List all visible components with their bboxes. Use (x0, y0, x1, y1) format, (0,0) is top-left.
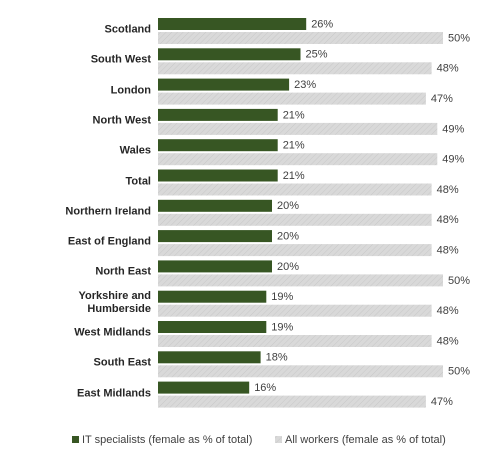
bar (158, 244, 432, 257)
category-label: London (110, 84, 151, 97)
value-label: 50% (448, 275, 470, 287)
value-label: 19% (271, 321, 293, 333)
value-label: 20% (277, 200, 299, 212)
category-label: South West (90, 53, 151, 66)
value-label: 49% (442, 154, 464, 166)
bar (158, 169, 278, 182)
value-label: 26% (311, 18, 333, 30)
category-label: East of England (67, 235, 151, 248)
bar (158, 381, 250, 394)
value-label: 50% (448, 366, 470, 378)
value-label: 19% (271, 291, 293, 303)
bar (158, 335, 432, 347)
legend-swatch (72, 436, 79, 443)
category-label: North East (95, 265, 151, 278)
bar (158, 213, 432, 226)
bar (158, 351, 261, 364)
value-label: 49% (442, 123, 464, 135)
value-label: 48% (437, 63, 459, 75)
category-label: Scotland (104, 23, 151, 36)
bar (158, 199, 272, 212)
bar (158, 153, 438, 166)
bar (158, 365, 443, 378)
bar (158, 18, 307, 30)
bar (158, 260, 272, 273)
category-label: North West (92, 114, 151, 127)
value-label: 21% (283, 170, 305, 182)
category-label: Total (125, 175, 151, 187)
category-label: South East (93, 356, 151, 369)
bar (158, 122, 438, 135)
value-label: 48% (437, 305, 459, 317)
value-label: 47% (431, 396, 453, 408)
value-label: 16% (254, 382, 276, 394)
bar (158, 48, 301, 61)
bar (158, 274, 443, 287)
category-label: Northern Ireland (65, 205, 151, 218)
value-label: 47% (431, 93, 453, 105)
bar (158, 92, 426, 105)
bar (158, 321, 267, 333)
bar (158, 395, 426, 408)
category-label: Wales (119, 144, 151, 157)
bar (158, 62, 432, 75)
value-label: 50% (448, 32, 470, 44)
legend-swatch (275, 436, 282, 443)
bar (158, 230, 272, 243)
category-label: West Midlands (74, 326, 151, 339)
bar (158, 78, 290, 91)
value-label: 48% (437, 245, 459, 257)
value-label: 48% (437, 184, 459, 196)
value-label: 18% (266, 352, 288, 364)
category-label: East Midlands (77, 387, 151, 400)
category-label: Yorkshire and Humberside (78, 289, 151, 315)
legend-label: IT specialists (female as % of total) (82, 434, 252, 446)
value-label: 21% (283, 109, 305, 121)
value-label: 23% (294, 79, 316, 91)
legend-label: All workers (female as % of total) (285, 434, 446, 446)
bar (158, 290, 267, 303)
value-label: 20% (277, 261, 299, 273)
value-label: 48% (437, 335, 459, 347)
value-label: 20% (277, 231, 299, 243)
bar (158, 304, 432, 317)
bar (158, 139, 278, 152)
value-label: 48% (437, 214, 459, 226)
value-label: 21% (283, 140, 305, 152)
value-label: 25% (306, 49, 328, 61)
bar (158, 108, 278, 121)
bar (158, 32, 443, 44)
bar (158, 183, 432, 196)
